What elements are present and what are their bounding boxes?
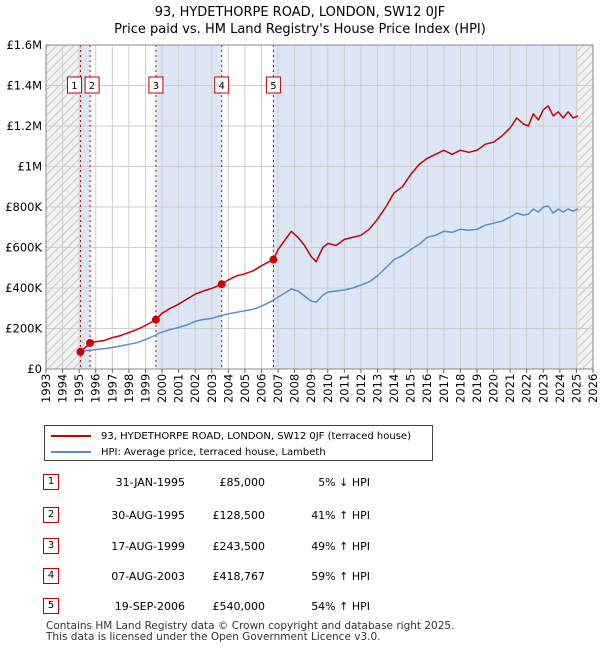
row-hpi-change: 59% ↑ HPI xyxy=(311,570,370,583)
x-tick-label: 2020 xyxy=(487,374,501,403)
x-tick-label: 2021 xyxy=(503,374,517,403)
x-tick-label: 1998 xyxy=(122,374,136,403)
table-row: 4 07-AUG-2003 £418,767 59% ↑ HPI xyxy=(0,567,600,587)
x-tick-label: 2007 xyxy=(271,374,285,403)
price-chart: 1 2 3 4 5 £0 £200K £400K £600K £800K £1M £1.2M £1.4M… xyxy=(5,38,600,403)
sale-number-label: 2 xyxy=(89,81,95,92)
x-tick-label: 2003 xyxy=(205,374,219,403)
x-tick-label: 2010 xyxy=(321,374,335,403)
legend-label-hpi: HPI: Average price, terraced house, Lamb… xyxy=(101,446,326,458)
x-tick-label: 2009 xyxy=(304,374,318,403)
legend-swatch-hpi xyxy=(51,451,91,453)
sale-number-box xyxy=(148,76,164,94)
y-tick-label: £1.2M xyxy=(6,119,42,133)
y-tick-label: £0 xyxy=(27,362,42,376)
legend-item-property: 93, HYDETHORPE ROAD, LONDON, SW12 0JF (t… xyxy=(51,428,411,444)
x-tick-label: 2019 xyxy=(470,374,484,403)
x-tick-label: 2005 xyxy=(238,374,252,403)
footer-copyright: Contains HM Land Registry data © Crown c… xyxy=(46,620,455,632)
x-tick-label: 1997 xyxy=(105,374,119,403)
y-tick-label: £200K xyxy=(5,322,42,336)
x-tick-label: 1994 xyxy=(56,374,70,403)
x-tick-label: 1993 xyxy=(39,374,53,403)
sale-number-label: 4 xyxy=(219,81,225,92)
table-row: 3 17-AUG-1999 £243,500 49% ↑ HPI xyxy=(0,537,600,557)
legend-swatch-property xyxy=(51,435,91,437)
row-number-badge: 5 xyxy=(43,598,59,614)
sale-number-box xyxy=(84,76,100,94)
row-number-badge: 2 xyxy=(43,507,59,523)
x-tick-label: 1999 xyxy=(138,374,152,403)
x-tick-label: 2022 xyxy=(520,374,534,403)
row-price: £128,500 xyxy=(212,509,266,522)
row-number-badge: 3 xyxy=(43,538,59,554)
legend-label-property: 93, HYDETHORPE ROAD, LONDON, SW12 0JF (t… xyxy=(101,430,411,442)
sale-point xyxy=(217,280,226,289)
x-tick-label: 2001 xyxy=(172,374,186,403)
x-tick-label: 2026 xyxy=(586,374,600,403)
property-price-line xyxy=(79,105,579,353)
x-tick-label: 2008 xyxy=(288,374,302,403)
row-date: 19-SEP-2006 xyxy=(114,600,185,613)
hpi-line xyxy=(80,205,579,352)
x-tick-label: 2024 xyxy=(553,374,567,403)
table-row: 5 19-SEP-2006 £540,000 54% ↑ HPI xyxy=(0,597,600,617)
sale-number-label: 3 xyxy=(153,81,159,92)
x-tick-label: 2000 xyxy=(155,374,169,403)
footer-license: This data is licensed under the Open Gov… xyxy=(46,631,381,643)
sale-number-label: 1 xyxy=(71,81,77,92)
row-price: £418,767 xyxy=(212,570,266,583)
row-price: £540,000 xyxy=(212,600,266,613)
row-number-badge: 4 xyxy=(43,568,59,584)
y-tick-label: £1.6M xyxy=(6,38,42,52)
x-tick-label: 2025 xyxy=(569,374,583,403)
x-tick-label: 2006 xyxy=(254,374,268,403)
row-number-badge: 1 xyxy=(43,474,59,490)
row-date: 07-AUG-2003 xyxy=(111,570,185,583)
row-price: £85,000 xyxy=(219,476,266,489)
legend-item-hpi: HPI: Average price, terraced house, Lamb… xyxy=(51,444,326,460)
x-tick-label: 2016 xyxy=(420,374,434,403)
row-date: 17-AUG-1999 xyxy=(111,540,185,553)
row-price: £243,500 xyxy=(212,540,266,553)
x-tick-label: 2011 xyxy=(337,374,351,403)
x-tick-label: 2013 xyxy=(371,374,385,403)
y-tick-label: £600K xyxy=(5,241,42,255)
x-tick-label: 2018 xyxy=(453,374,467,403)
row-hpi-change: 5% ↓ HPI xyxy=(318,476,370,489)
row-hpi-change: 49% ↑ HPI xyxy=(311,540,370,553)
chart-title-line2: Price paid vs. HM Land Registry's House … xyxy=(114,22,486,37)
x-tick-label: 2023 xyxy=(536,374,550,403)
x-tick-label: 1995 xyxy=(72,374,86,403)
x-tick-label: 2017 xyxy=(437,374,451,403)
x-tick-label: 2014 xyxy=(387,374,401,403)
sale-number-box xyxy=(214,76,230,94)
x-tick-label: 2012 xyxy=(354,374,368,403)
sale-point xyxy=(76,347,85,356)
sale-number-box xyxy=(66,76,82,94)
y-tick-label: £1.4M xyxy=(6,79,42,93)
sale-point xyxy=(269,255,278,264)
x-tick-label: 1996 xyxy=(89,374,103,403)
plot-frame xyxy=(45,44,594,370)
x-tick-label: 2004 xyxy=(221,374,235,403)
row-hpi-change: 54% ↑ HPI xyxy=(311,600,370,613)
sale-point xyxy=(151,315,160,324)
footer: Contains HM Land Registry data © Crown c… xyxy=(46,621,454,643)
y-tick-label: £400K xyxy=(5,281,42,295)
x-tick-label: 2002 xyxy=(188,374,202,403)
chart-title-line1: 93, HYDETHORPE ROAD, LONDON, SW12 0JF xyxy=(154,5,446,20)
row-date: 31-JAN-1995 xyxy=(115,476,185,489)
x-tick-label: 2015 xyxy=(404,374,418,403)
sale-number-box xyxy=(265,76,281,94)
sale-number-label: 5 xyxy=(270,81,276,92)
table-row: 2 30-AUG-1995 £128,500 41% ↑ HPI xyxy=(0,506,600,526)
y-tick-label: £1M xyxy=(17,160,42,174)
sale-point xyxy=(86,338,95,347)
legend: 93, HYDETHORPE ROAD, LONDON, SW12 0JF (t… xyxy=(44,425,433,461)
row-date: 30-AUG-1995 xyxy=(111,509,185,522)
row-hpi-change: 41% ↑ HPI xyxy=(311,509,370,522)
table-row: 1 31-JAN-1995 £85,000 5% ↓ HPI xyxy=(0,473,600,493)
y-tick-label: £800K xyxy=(5,200,42,214)
